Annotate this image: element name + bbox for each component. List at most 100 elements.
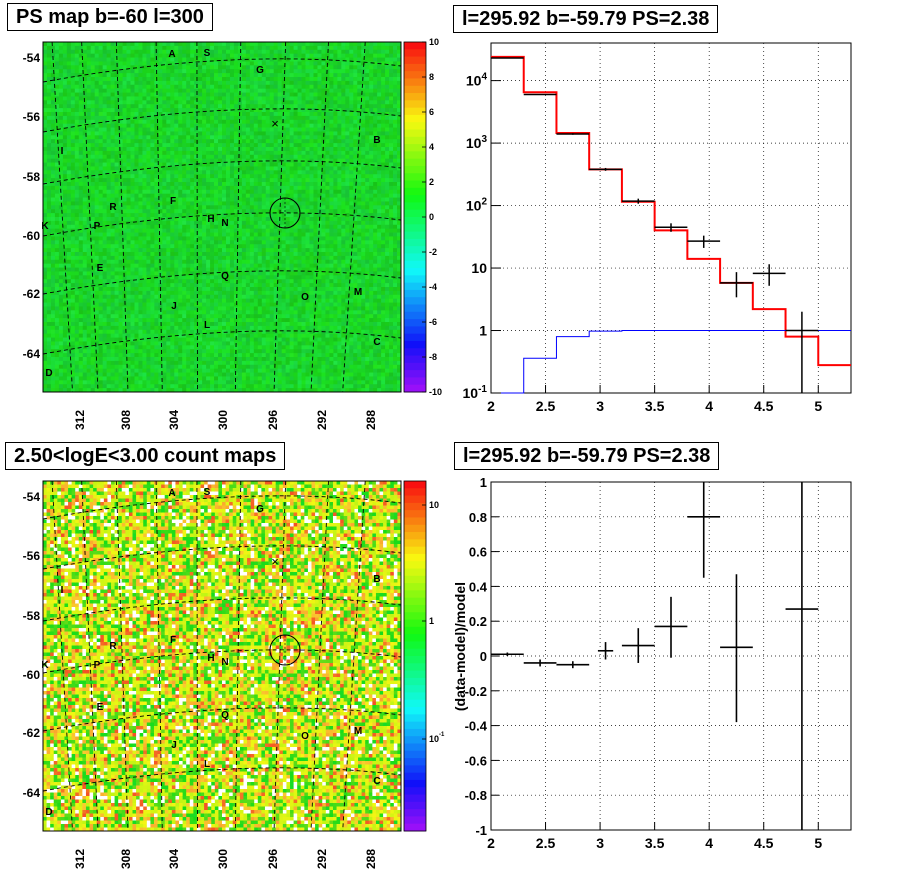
residual-plot: 2 2.5 3 3.5 4 4.5 5 1 0.8 0.6 0.4 0.2 0 -0.2 -0.4 -0.6 -… <box>452 475 852 851</box>
residual-point <box>785 482 819 830</box>
map-frame <box>42 480 402 832</box>
colorbar: 10 8 6 4 2 0 -2 -4 -6 -8 -10 <box>403 37 442 397</box>
source-label-o: O <box>301 731 309 742</box>
colorbar-step <box>404 238 426 247</box>
colorbar-tick-label: 0 <box>429 212 434 222</box>
x-tick-labels: 312 308 304 300 296 292 288 <box>73 410 378 430</box>
colorbar-step <box>404 355 426 364</box>
x-tick-label: 3 <box>596 398 604 414</box>
colorbar-step <box>404 49 426 58</box>
source-label-r: R <box>109 202 117 213</box>
x-tick-label: 2.5 <box>536 398 556 414</box>
colorbar-step <box>404 93 426 101</box>
y-tick-label: -60 <box>23 229 41 243</box>
data-point <box>589 167 622 171</box>
colorbar-step <box>404 517 426 526</box>
colorbar-tick-label: 10 <box>429 500 439 510</box>
colorbar-step <box>404 333 426 342</box>
residual-point <box>556 661 590 669</box>
residual-title: l=295.92 b=-59.79 PS=2.38 <box>454 442 720 470</box>
colorbar-step <box>404 721 426 730</box>
y-tick-label: -64 <box>23 347 41 361</box>
ps-map-panel: A S G B I F R P K H N E Q J O M L C D × -54 -56 -58 -60 -62 -64 31… <box>0 0 449 437</box>
x-tick-label: 2 <box>487 835 495 851</box>
source-label-i: I <box>61 146 64 157</box>
colorbar-step <box>404 304 426 313</box>
source-label-p: P <box>94 221 101 232</box>
colorbar-step <box>404 209 426 218</box>
y-tick-label: 0.6 <box>469 545 487 560</box>
x-tick-labels: 312 308 304 300 296 292 288 <box>73 849 378 869</box>
x-tick-label: 292 <box>315 410 329 430</box>
grid-lines <box>491 43 851 393</box>
colorbar-tick-label: 4 <box>429 142 434 152</box>
source-label-q: Q <box>221 271 229 282</box>
colorbar-step <box>404 510 426 518</box>
y-tick-label: -0.4 <box>465 719 488 734</box>
colorbar-tick-label: 8 <box>429 72 434 82</box>
x-tick-label: 2 <box>487 398 495 414</box>
colorbar-step <box>404 787 426 796</box>
colorbar-tick-label: -4 <box>429 282 437 292</box>
colorbar-step <box>404 231 426 240</box>
colorbar-step <box>404 604 426 613</box>
colorbar-tick-label: -8 <box>429 352 437 362</box>
data-point <box>785 311 819 393</box>
colorbar-step <box>404 384 426 393</box>
source-label-m: M <box>354 287 362 298</box>
colorbar-tick-label: -6 <box>429 317 437 327</box>
colorbar-tick-label: 1 <box>429 616 434 626</box>
y-tick-label: 0.4 <box>469 579 488 594</box>
colorbar-step <box>404 692 426 701</box>
colorbar-step <box>404 575 426 584</box>
colorbar-step <box>404 377 426 386</box>
colorbar-step <box>404 546 426 555</box>
colorbar-step <box>404 71 426 79</box>
data-point <box>654 223 688 232</box>
source-label-j: J <box>171 301 177 312</box>
y-tick-label: -62 <box>23 287 41 301</box>
x-tick-label: 3.5 <box>645 835 665 851</box>
colorbar-step <box>404 129 426 138</box>
y-tick-label: -58 <box>23 170 41 184</box>
source-label-b: B <box>373 574 380 585</box>
colorbar-step <box>404 311 426 320</box>
data-point <box>621 198 655 204</box>
x-tick-label: 4.5 <box>754 835 774 851</box>
y-tick-label: -58 <box>23 609 41 623</box>
source-label-d: D <box>45 368 52 379</box>
colorbar: 10 1 10-1 <box>403 480 445 832</box>
residual-point <box>654 596 688 658</box>
colorbar-step <box>404 348 426 357</box>
colorbar-step <box>404 714 426 723</box>
x-tick-label: 300 <box>216 849 230 869</box>
colorbar-step <box>404 561 426 569</box>
source-label-m: M <box>354 726 362 737</box>
data-point <box>720 272 753 298</box>
source-label-g: G <box>256 504 264 515</box>
colorbar-step <box>404 656 426 664</box>
map-pixels <box>43 42 402 393</box>
residual-point <box>720 574 753 723</box>
colorbar-step <box>404 583 426 591</box>
source-label-a: A <box>168 488 175 499</box>
colorbar-step <box>404 114 426 123</box>
residual-point <box>597 642 614 660</box>
colorbar-step <box>404 85 426 94</box>
cross-marker: × <box>271 554 279 569</box>
colorbar-step <box>404 151 426 160</box>
x-tick-label: 304 <box>167 849 181 869</box>
colorbar-step <box>404 641 426 650</box>
y-tick-label: -62 <box>23 726 41 740</box>
source-label-j: J <box>171 740 177 751</box>
colorbar-tick-label: 2 <box>429 177 434 187</box>
colorbar-step <box>404 268 426 276</box>
spectrum-panel: 2 2.5 3 3.5 4 4.5 5 10-1 1 10 102 103 104 l=295.92 b… <box>449 0 898 437</box>
colorbar-step <box>404 495 426 504</box>
y-tick-label: -0.8 <box>465 788 487 803</box>
source-label-k: K <box>41 221 49 232</box>
colorbar-step <box>404 779 426 788</box>
colorbar-step <box>404 187 426 196</box>
